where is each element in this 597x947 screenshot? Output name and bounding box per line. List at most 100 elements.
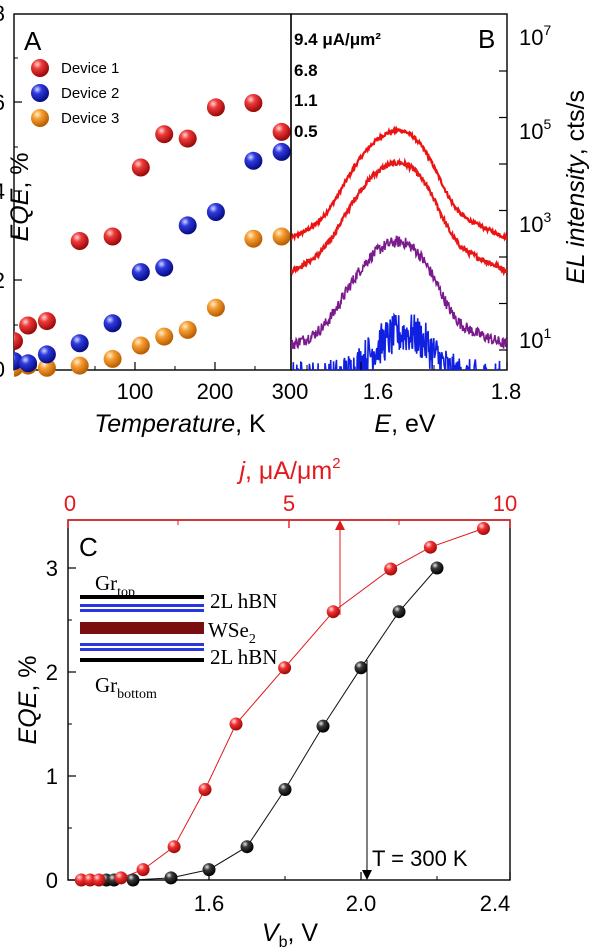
- panel-c-top-tick-0: 0: [64, 491, 76, 516]
- panel-b-x-ticks: [306, 362, 508, 370]
- panel-a-xtick-200: 200: [197, 379, 234, 404]
- panel-b: B 9.4 μA/μm² 6.8 1.1 0.5 1.6 1.8 101 103…: [290, 13, 590, 438]
- panel-c-series: [74, 522, 490, 887]
- panel-c-top-ticks: [67, 520, 511, 528]
- panel-c-xtick-2-4: 2.4: [480, 891, 511, 916]
- panel-b-ytick-1e3: 103: [519, 209, 551, 237]
- panel-c-ytick-2: 2: [46, 660, 58, 685]
- panel-a-ytick-4: 4: [0, 179, 5, 204]
- legend-label-device-2: Device 2: [61, 85, 119, 102]
- device-1-point: [37, 312, 56, 331]
- device-3-point: [37, 358, 56, 377]
- series-j-point: [229, 717, 243, 731]
- panel-a-xtick-100: 100: [117, 379, 154, 404]
- panel-c-y-ticks: [68, 567, 76, 881]
- device-2-point: [37, 345, 56, 364]
- spectrum-0-5: [292, 312, 501, 370]
- black-guide-arrowhead: [362, 870, 372, 880]
- panel-b-letter: B: [478, 24, 495, 54]
- device-2-point: [70, 334, 89, 353]
- panel-a-frame: [13, 13, 292, 371]
- series-vb-point: [354, 661, 368, 675]
- current-label-1-1: 1.1: [294, 91, 318, 110]
- device-2-point: [19, 354, 38, 373]
- series-j-point: [423, 540, 437, 554]
- series-j-point: [136, 863, 150, 877]
- panel-c-ytick-0: 0: [46, 868, 58, 893]
- panel-c-ytick-3: 3: [46, 556, 58, 581]
- device-3-point: [272, 227, 291, 246]
- device-3-point: [244, 229, 263, 248]
- hbn-top-layer-2: [80, 609, 204, 612]
- series-vb-point: [164, 871, 178, 885]
- wse2-label: WSe2: [208, 618, 256, 647]
- series-vb-point: [202, 863, 216, 877]
- panel-c-ylabel: EQE, %: [14, 656, 42, 745]
- series-vb-point: [392, 605, 406, 619]
- series-j-point: [326, 605, 340, 619]
- series-vb-point: [430, 561, 444, 575]
- current-label-9-4: 9.4 μA/μm²: [294, 30, 381, 49]
- panel-c-top-tick-5: 5: [283, 491, 295, 516]
- panel-b-frame: [290, 13, 508, 371]
- legend-label-device-3: Device 3: [61, 110, 119, 127]
- series-vb-point: [316, 719, 330, 733]
- temperature-annotation: T = 300 K: [372, 846, 468, 871]
- series-vb-point: [126, 873, 140, 887]
- series-vb-point: [278, 783, 292, 796]
- panel-c: C 0 5 10 j, μA/μm2 1.6 2.0 2.4 Vb, V: [14, 455, 517, 947]
- device-3-point: [70, 356, 89, 375]
- device-2-point: [244, 151, 263, 170]
- hbn-top-label: 2L hBN: [210, 589, 277, 613]
- panel-b-y-ticks: [499, 70, 507, 351]
- panel-a-xlabel: Temperature, K: [94, 410, 266, 438]
- panel-a-ytick-2: 2: [0, 268, 5, 293]
- panel-b-ytick-1e7: 107: [519, 22, 551, 50]
- panel-a-x-ticks: [94, 362, 256, 370]
- device-1-point: [272, 122, 291, 141]
- device-2-point: [206, 203, 225, 221]
- device-2-point: [178, 216, 197, 235]
- panel-a-data-points: [14, 94, 291, 377]
- device-3-point: [103, 349, 122, 368]
- device-1-point: [70, 232, 89, 250]
- panel-a-ytick-8: 8: [0, 1, 5, 26]
- panel-b-xtick-1-8: 1.8: [491, 379, 522, 404]
- panel-b-ylabel: EL intensity, cts/s: [562, 90, 590, 284]
- legend-marker-device-2: [31, 84, 49, 102]
- panel-a-letter: A: [24, 26, 42, 56]
- wse2-layer: [80, 622, 204, 634]
- device-3-point: [155, 327, 174, 346]
- hbn-top-layer-1: [80, 604, 204, 607]
- panel-c-letter: C: [79, 532, 98, 562]
- device-3-point: [206, 298, 225, 317]
- panel-b-ytick-1e1: 101: [519, 325, 551, 353]
- hbn-bottom-layer-1: [80, 643, 204, 646]
- panel-c-top-tick-10: 10: [493, 491, 517, 516]
- series-j-line: [81, 528, 484, 881]
- device-1-point: [155, 125, 174, 144]
- spectrum-6-8: [291, 157, 507, 277]
- device-1-point: [103, 227, 122, 246]
- panel-a-ylabel: EQE, %: [6, 153, 34, 242]
- series-j-point: [114, 871, 128, 885]
- series-vb-point: [240, 840, 254, 854]
- series-vb-line: [106, 567, 438, 881]
- panel-c-top-label: j, μA/μm2: [236, 455, 340, 485]
- device-2-point: [272, 142, 291, 161]
- legend-marker-device-1: [31, 59, 49, 77]
- legend-label-device-1: Device 1: [61, 60, 119, 77]
- panel-a: A 0 2 4 6 8 100 200 300 EQE, %: [0, 1, 308, 438]
- device-1-point: [14, 332, 23, 351]
- device-1-point: [178, 129, 197, 148]
- series-j-point: [92, 873, 106, 887]
- gr-bottom-label: Grbottom: [95, 673, 157, 702]
- device-1-point: [206, 98, 225, 117]
- legend-marker-device-3: [31, 109, 49, 127]
- panel-a-ytick-6: 6: [0, 90, 5, 115]
- series-j-point: [167, 840, 181, 854]
- panel-c-xlabel: Vb, V: [262, 919, 318, 947]
- panel-c-xtick-1-6: 1.6: [194, 891, 225, 916]
- device-1-point: [131, 158, 150, 177]
